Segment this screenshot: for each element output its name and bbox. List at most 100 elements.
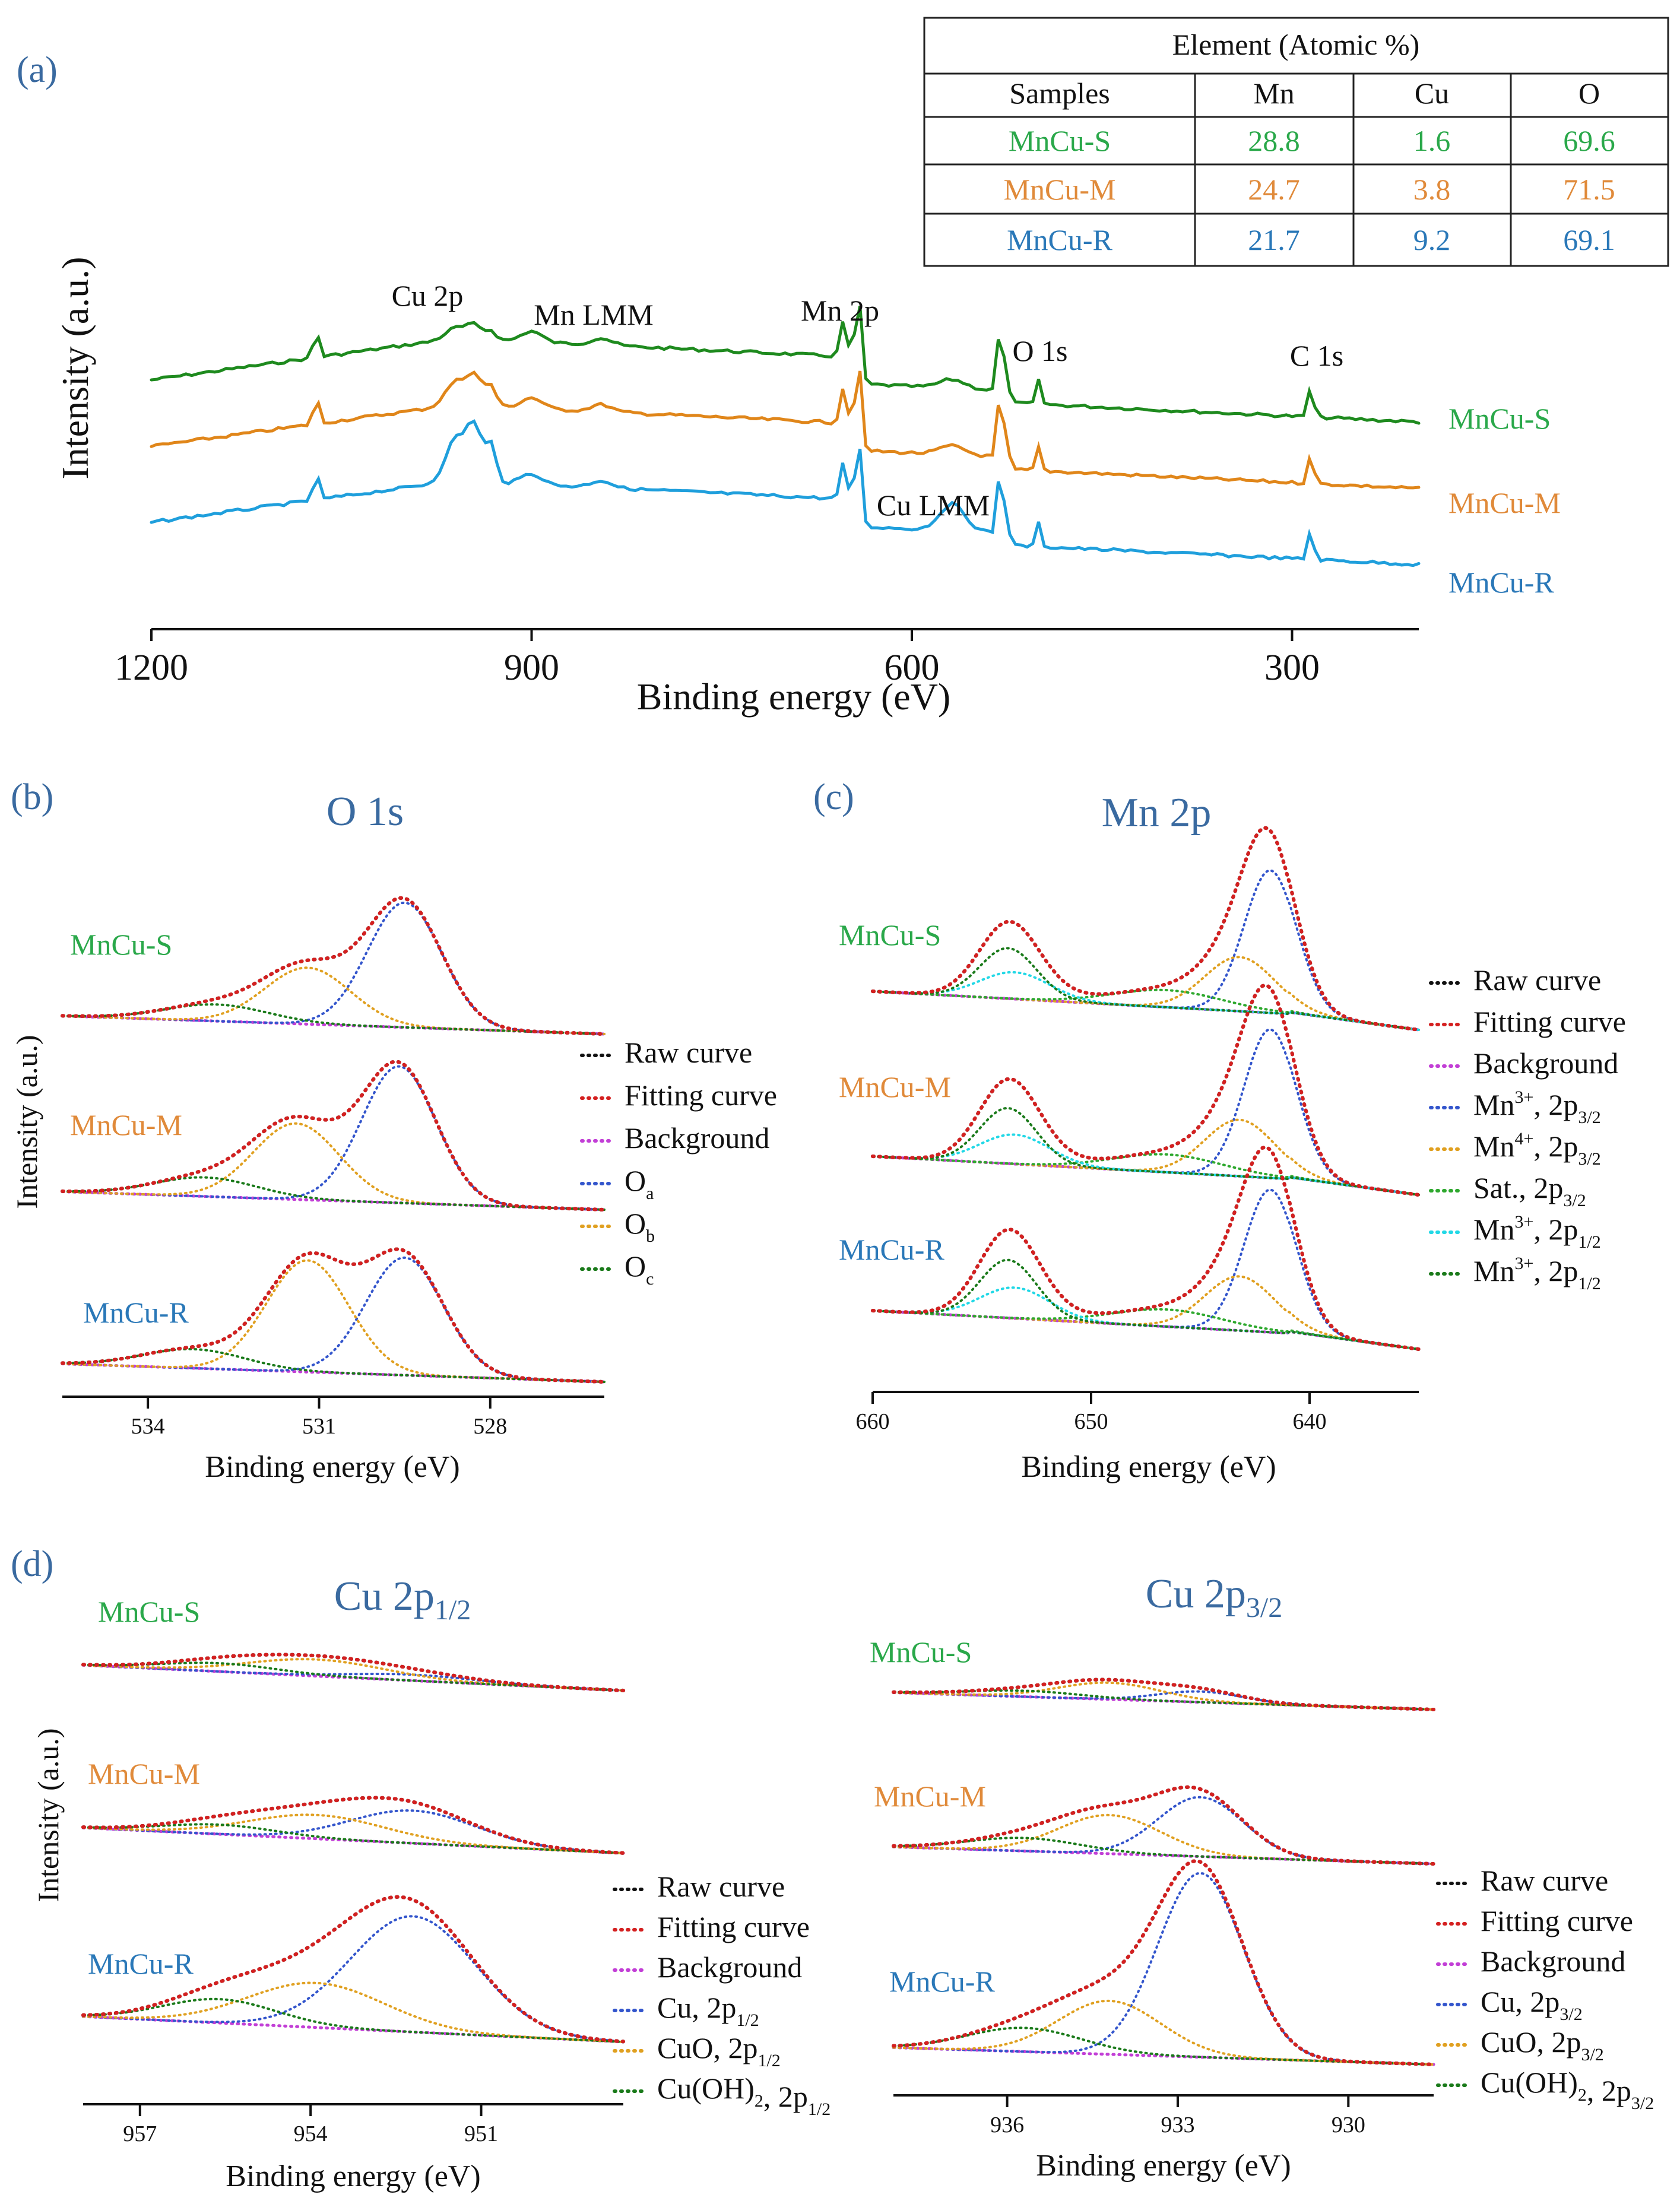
component-curve (82, 1658, 625, 1692)
fitting-curve (892, 1859, 1435, 2066)
table-cell: 3.8 (1413, 173, 1451, 206)
x-tick-label: 1200 (115, 648, 188, 688)
legend-label: Sat., 2p3/2 (1473, 1171, 1586, 1210)
peak-label: Mn 2p (801, 294, 879, 327)
series-label: MnCu-S (1448, 402, 1551, 435)
chart-title: Mn 2p (1102, 790, 1212, 836)
x-tick-label: 936 (990, 2113, 1024, 2137)
panel-a: (a) Element (Atomic %) Samples Mn Cu O M… (17, 17, 1669, 718)
table-cell: MnCu-S (1009, 124, 1111, 157)
sample-label: MnCu-M (874, 1780, 986, 1813)
table-cell: 9.2 (1413, 223, 1451, 256)
chart-title: O 1s (327, 789, 404, 835)
table-cell: 28.8 (1248, 124, 1300, 157)
sample-label: MnCu-R (889, 1965, 995, 1998)
x-tick-label: 640 (1293, 1409, 1327, 1434)
chart-title: Cu 2p1/2 (334, 1574, 471, 1626)
legend-label: Background (625, 1121, 769, 1155)
legend-label: Raw curve (1481, 1864, 1608, 1897)
component-curve (871, 1258, 1420, 1350)
fitting-curve (81, 1796, 625, 1855)
legend-label: CuO, 2p1/2 (657, 2031, 781, 2070)
legend-label: Fitting curve (1473, 1005, 1626, 1038)
legend-label: Fitting curve (1481, 1904, 1633, 1937)
component-curve (82, 1981, 625, 2043)
component-curve (82, 1813, 625, 1854)
axis-label-x: Binding energy (eV) (226, 2159, 480, 2193)
sample-label: MnCu-M (839, 1070, 951, 1103)
sample-label: MnCu-R (83, 1296, 189, 1329)
component-curve (892, 1796, 1435, 1865)
peak-label: C 1s (1290, 339, 1343, 372)
x-ticks: 1200 900 600 300 (115, 629, 1320, 688)
sample-label: MnCu-S (98, 1595, 200, 1628)
chart-title: Cu 2p3/2 (1146, 1571, 1283, 1623)
x-tick-label: 300 (1264, 648, 1320, 688)
legend: Raw curve Fitting curve Background Cu, 2p3/… (1436, 1864, 1654, 2113)
panel-d: (d) Cu 2p1/2 Cu 2p3/2 Intensity (a.u.) 9… (11, 1544, 1654, 2193)
panel-c: (c) Mn 2p 660 650 640 Binding energy (eV) … (813, 777, 1626, 1484)
cu2p32-curves (892, 1677, 1435, 2066)
survey-curves (150, 306, 1421, 567)
component-curve (82, 1997, 625, 2043)
component-curve (892, 1813, 1435, 1865)
component-curve (892, 1681, 1435, 1711)
table-header-mn: Mn (1253, 77, 1294, 110)
table-cell: 69.1 (1563, 223, 1615, 256)
fitting-curve (81, 1895, 625, 2044)
component-curve (892, 1837, 1435, 1865)
panel-d-label: (d) (11, 1544, 53, 1584)
series-label: MnCu-M (1448, 486, 1561, 519)
peak-label: Cu LMM (877, 489, 990, 522)
component-curve (871, 1308, 1420, 1350)
fitting-curve (871, 1145, 1421, 1351)
legend-label: Cu(OH)2, 2p3/2 (1481, 2066, 1654, 2113)
x-tick-label: 600 (885, 648, 940, 688)
panel-b-label: (b) (11, 777, 53, 817)
legend-label: Cu(OH)2, 2p1/2 (657, 2072, 831, 2119)
sample-label: MnCu-R (839, 1233, 944, 1266)
axis-label-x: Binding energy (eV) (637, 675, 950, 718)
fitting-curve (61, 1247, 606, 1384)
peak-label: O 1s (1012, 334, 1067, 367)
legend-label: Mn3+, 2p1/2 (1473, 1212, 1601, 1252)
x-tick-label: 534 (131, 1414, 165, 1439)
element-table: Element (Atomic %) Samples Mn Cu O MnCu-… (923, 17, 1669, 267)
table-header-samples: Samples (1009, 77, 1110, 110)
x-tick-label: 528 (473, 1414, 507, 1439)
axis-label-y: Intensity (a.u.) (54, 257, 96, 480)
panel-b: (b) O 1s Intensity (a.u.) 534 531 528 Bind… (10, 777, 777, 1484)
legend-label: Oc (625, 1249, 654, 1289)
legend: Raw curve Fitting curve Background Mn3+, 2p… (1429, 963, 1626, 1293)
fitting-curve (81, 1653, 625, 1692)
mn2p-curves (871, 826, 1421, 1351)
legend-label: Mn4+, 2p3/2 (1473, 1129, 1601, 1169)
panel-a-label: (a) (17, 50, 58, 90)
legend-label: Raw curve (657, 1870, 785, 1903)
peak-label: Mn LMM (534, 298, 653, 331)
survey-line (150, 419, 1421, 567)
sample-label: MnCu-M (70, 1108, 182, 1141)
legend-label: Fitting curve (625, 1079, 777, 1112)
table-cell: MnCu-M (1004, 173, 1116, 206)
legend-label: Mn3+, 2p1/2 (1473, 1254, 1601, 1293)
peak-label: Cu 2p (392, 279, 464, 312)
x-tick-label: 957 (123, 2121, 157, 2146)
legend-label: Background (1481, 1945, 1625, 1978)
fitting-curve (892, 1785, 1435, 1866)
x-tick-label: 531 (302, 1414, 336, 1439)
component-curve (82, 1915, 625, 2043)
table-cell: MnCu-R (1007, 223, 1112, 256)
sample-label: MnCu-R (88, 1947, 194, 1980)
series-label: MnCu-R (1448, 566, 1554, 599)
legend-label: Oa (625, 1164, 654, 1203)
component-curve (892, 1999, 1435, 2066)
legend-label: Mn3+, 2p3/2 (1473, 1087, 1601, 1127)
sample-label: MnCu-S (870, 1635, 972, 1669)
table-header-o: O (1578, 77, 1600, 110)
component-curve (82, 1661, 625, 1692)
table-title: Element (Atomic %) (1172, 28, 1420, 61)
axis-label-x: Binding energy (eV) (1036, 2149, 1291, 2183)
